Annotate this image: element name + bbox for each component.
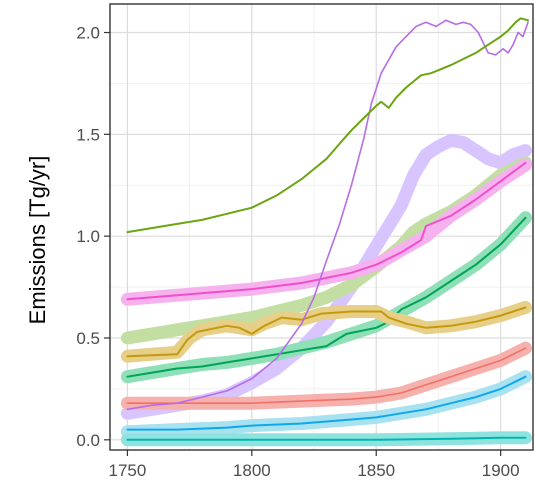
x-tick-label: 1900 — [482, 461, 520, 480]
series-line-11 — [126, 375, 527, 431]
x-tick-label: 1850 — [357, 461, 395, 480]
y-tick-label: 0.5 — [76, 329, 100, 348]
ticks: 1750 1800 1850 1900 0.0 0.5 1.0 1.5 2.0 — [76, 24, 519, 480]
series-group — [120, 17, 532, 447]
series-line-14 — [126, 19, 529, 411]
series-line-7 — [126, 306, 527, 358]
series-line-9 — [126, 347, 527, 404]
y-tick-label: 1.0 — [76, 227, 100, 246]
panel-border — [109, 3, 534, 451]
y-axis-title: Emissions [Tg/yr] — [25, 156, 50, 325]
y-tick-label: 2.0 — [76, 24, 100, 43]
series-line-13 — [126, 436, 527, 441]
series-line-3 — [126, 161, 527, 301]
series-line-5 — [126, 216, 527, 378]
series-line-15 — [126, 17, 529, 234]
y-tick-label: 0.0 — [76, 431, 100, 450]
y-tick-label: 1.5 — [76, 125, 100, 144]
x-tick-label: 1800 — [233, 461, 271, 480]
grid — [110, 4, 533, 450]
x-tick-label: 1750 — [109, 461, 147, 480]
